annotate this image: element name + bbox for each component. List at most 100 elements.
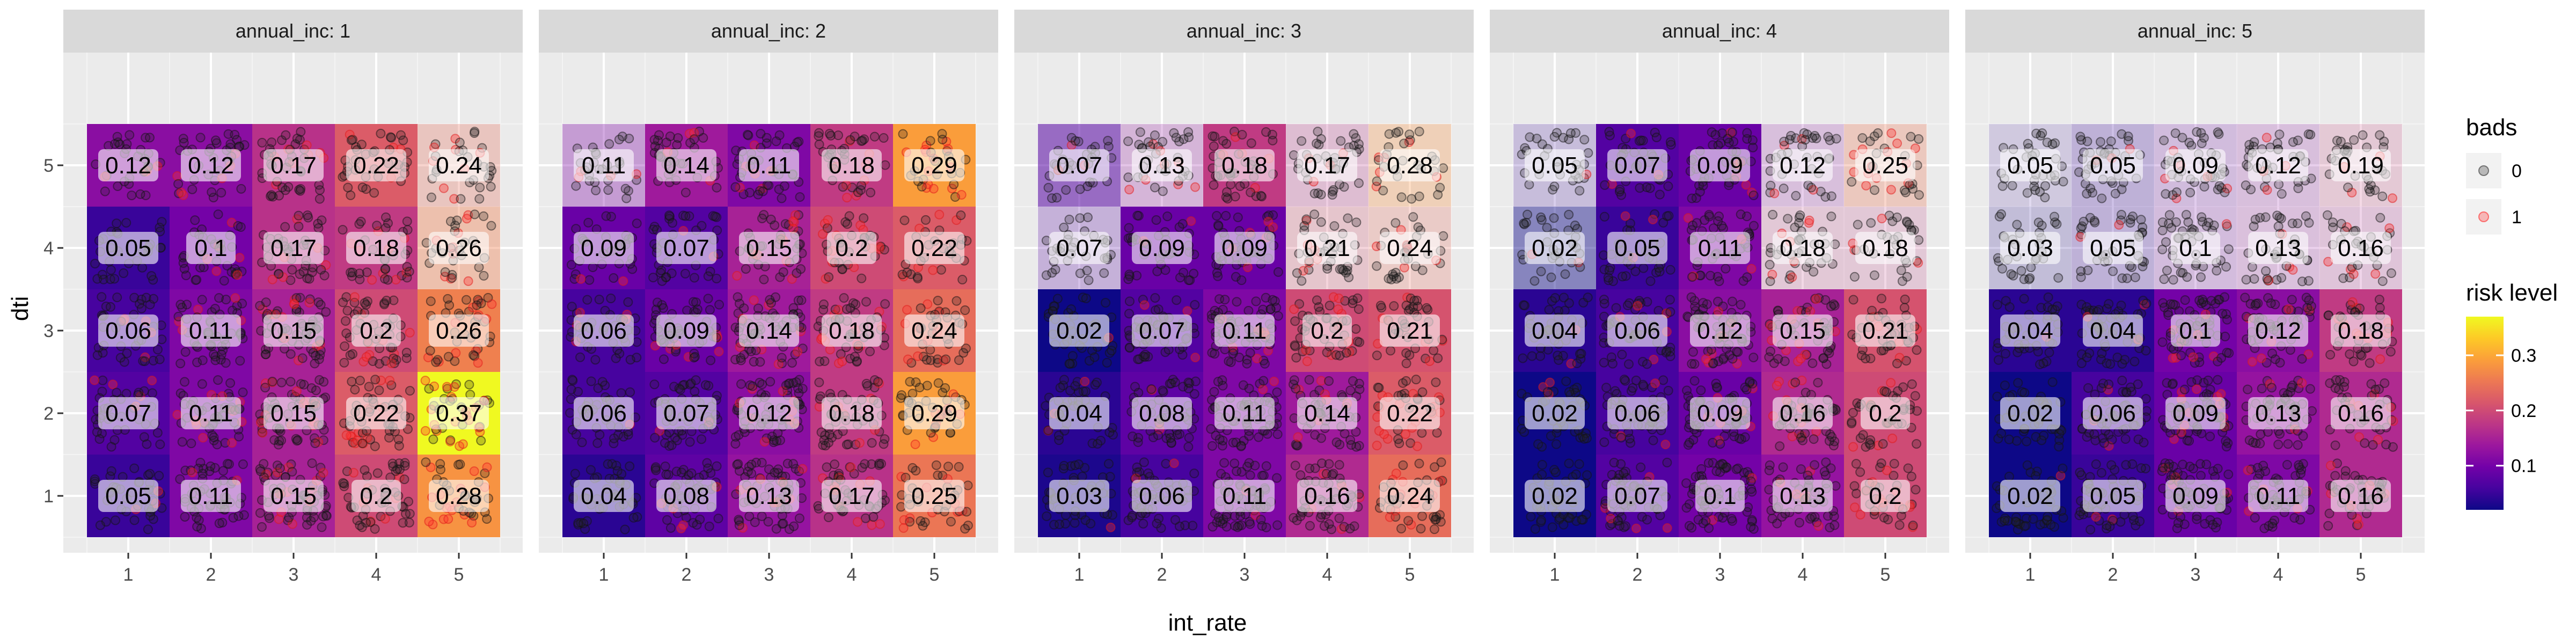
data-point (814, 140, 824, 150)
data-point (1289, 150, 1299, 160)
data-point (1064, 215, 1074, 225)
data-point (1912, 345, 1922, 355)
tile-label: 0.1 (1703, 483, 1736, 509)
data-point (348, 467, 358, 478)
data-point (474, 194, 485, 204)
tile-label: 0.04 (581, 483, 627, 509)
data-point (759, 274, 769, 284)
data-point (1128, 431, 1138, 442)
data-point (730, 182, 741, 192)
data-point (135, 189, 145, 199)
tile-label: 0.11 (582, 152, 626, 179)
data-point (476, 436, 486, 446)
data-point (228, 305, 238, 316)
data-point (818, 305, 829, 315)
data-point (275, 463, 285, 473)
data-point (673, 133, 683, 143)
data-point (230, 293, 240, 303)
data-point (730, 438, 741, 449)
x-tick-label: 4 (1322, 565, 1333, 585)
data-point (1821, 359, 1832, 369)
data-point (479, 211, 489, 221)
data-point (1328, 469, 1338, 479)
tile-label: 0.06 (1614, 318, 1660, 344)
data-point (1429, 512, 1439, 522)
data-point (283, 182, 294, 192)
y-tick-label: 5 (43, 156, 54, 176)
data-point (1571, 469, 1581, 479)
data-point (1826, 463, 1836, 473)
data-point (788, 223, 799, 233)
data-point (1296, 511, 1306, 521)
data-point (1826, 191, 1836, 201)
data-point (1658, 375, 1668, 385)
data-point (1401, 376, 1411, 386)
data-point (1542, 387, 1553, 397)
data-point (338, 297, 348, 308)
data-point (614, 135, 624, 145)
data-point (1521, 217, 1531, 228)
data-point (943, 462, 953, 472)
data-point (1345, 524, 1355, 534)
tile-label: 0.2 (1869, 483, 1901, 509)
data-point (340, 316, 350, 326)
data-point (1150, 182, 1160, 193)
data-point (1583, 292, 1593, 303)
data-point (1043, 467, 1053, 478)
data-point (1153, 430, 1163, 440)
data-point (1297, 136, 1307, 146)
data-point (778, 518, 788, 529)
data-point (1636, 462, 1646, 472)
data-point (206, 461, 216, 471)
data-point (782, 458, 793, 469)
data-point (916, 303, 926, 313)
data-point (284, 513, 294, 523)
data-point (625, 355, 635, 365)
data-point (914, 383, 925, 393)
data-point (340, 341, 350, 352)
data-point (1665, 307, 1675, 317)
data-point (765, 295, 775, 305)
data-point (856, 136, 866, 146)
data-point (1772, 380, 1782, 391)
data-point (793, 347, 803, 357)
data-point (1289, 304, 1299, 314)
data-point (1882, 465, 1892, 475)
data-point (954, 355, 964, 365)
data-point (425, 346, 435, 356)
tile-label: 0.17 (270, 152, 317, 179)
data-point (1543, 345, 1553, 355)
y-tick-label: 2 (43, 404, 54, 424)
data-point (225, 139, 236, 149)
data-point (287, 265, 297, 275)
data-point (1107, 423, 1117, 433)
data-point (1272, 429, 1283, 440)
data-point (286, 377, 296, 387)
data-point (591, 185, 601, 195)
data-point (609, 273, 619, 283)
data-point (1635, 183, 1645, 193)
data-point (787, 358, 797, 368)
data-point (1064, 358, 1074, 369)
data-point (473, 358, 483, 368)
data-point (570, 469, 580, 479)
data-point (1170, 377, 1180, 387)
data-point (869, 131, 880, 142)
data-point (338, 478, 348, 488)
data-point (347, 267, 357, 277)
data-point (1067, 351, 1078, 361)
tile-label: 0.29 (911, 400, 957, 427)
data-point (1319, 521, 1329, 531)
data-point (1084, 275, 1094, 286)
data-point (112, 218, 122, 229)
data-point (1186, 216, 1196, 226)
data-point (1066, 304, 1076, 314)
data-point (616, 388, 626, 398)
data-point (868, 512, 879, 522)
data-point (794, 513, 804, 523)
data-point (1805, 306, 1816, 317)
tile-label: 0.09 (581, 235, 627, 261)
data-point (1582, 470, 1592, 480)
tile-label: 0.02 (1532, 483, 1578, 509)
data-point (860, 459, 870, 469)
